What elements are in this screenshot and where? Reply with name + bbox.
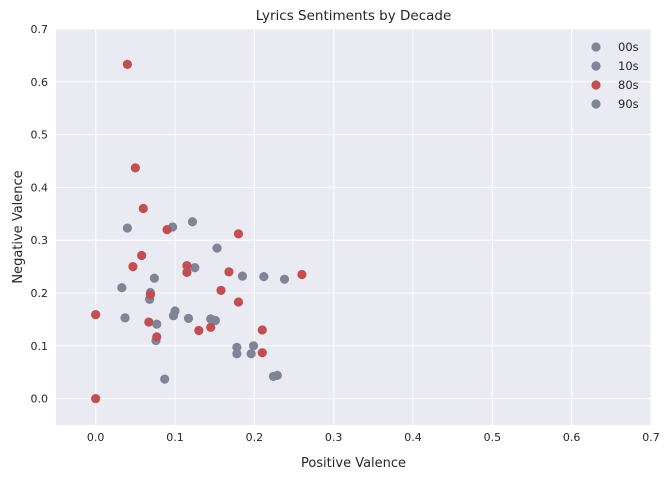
- grid-lines: [56, 28, 652, 425]
- data-point: [130, 163, 140, 173]
- data-point: [257, 325, 267, 335]
- legend-label: 00s: [618, 40, 639, 54]
- data-point: [194, 325, 204, 336]
- x-tick-label: 0.5: [484, 431, 502, 444]
- data-point: [237, 271, 248, 281]
- x-tick-label: 0.4: [404, 431, 422, 444]
- y-tick-label: 0.7: [31, 23, 49, 36]
- data-point: [224, 267, 234, 277]
- data-point: [233, 297, 244, 307]
- legend-label: 80s: [618, 78, 639, 92]
- legend-item: 90s: [591, 97, 639, 111]
- data-point: [232, 342, 242, 352]
- legend-marker: [591, 61, 601, 71]
- data-point: [144, 317, 154, 327]
- data-points: [91, 59, 307, 404]
- y-tick-label: 0.0: [31, 393, 49, 406]
- tick-labels: 0.0 0.1 0.2 0.3 0.4 0.5 0.6 0.7 0.0 0.1 0.2 0.3 0.4 0…: [31, 23, 660, 444]
- y-tick-label: 0.5: [31, 129, 49, 142]
- data-point: [152, 319, 162, 329]
- data-point: [170, 306, 180, 316]
- data-point: [272, 370, 282, 380]
- data-point: [216, 285, 226, 295]
- y-tick-label: 0.1: [31, 340, 49, 353]
- data-point: [233, 229, 244, 239]
- data-point: [91, 394, 101, 404]
- legend-label: 90s: [618, 97, 639, 111]
- data-point: [162, 225, 172, 235]
- data-point: [246, 349, 256, 359]
- x-tick-label: 0.7: [642, 431, 660, 444]
- data-point: [91, 310, 101, 320]
- data-point: [152, 332, 162, 342]
- data-point: [122, 223, 132, 233]
- data-point: [183, 313, 194, 323]
- data-point: [160, 374, 170, 384]
- x-tick-label: 0.1: [166, 431, 184, 444]
- x-tick-label: 0.6: [563, 431, 581, 444]
- data-point: [137, 250, 147, 261]
- legend-marker: [591, 42, 601, 52]
- data-point: [145, 289, 156, 300]
- y-tick-label: 0.4: [31, 181, 49, 194]
- x-tick-label: 0.3: [325, 431, 343, 444]
- legend-item: 10s: [591, 59, 639, 73]
- x-tick-label: 0.2: [246, 431, 264, 444]
- data-point: [149, 273, 159, 283]
- plot-area: [56, 29, 651, 425]
- legend-marker: [591, 99, 601, 109]
- data-point: [257, 348, 267, 358]
- data-point: [117, 283, 127, 293]
- data-point: [138, 203, 148, 214]
- data-point: [232, 349, 242, 359]
- series-80s: [91, 59, 307, 404]
- legend-item: 80s: [591, 78, 639, 92]
- legend-item: 00s: [591, 40, 639, 54]
- chart-title: Lyrics Sentiments by Decade: [256, 8, 452, 24]
- legend-marker: [591, 80, 601, 90]
- x-axis-label: Positive Valence: [301, 456, 406, 471]
- data-point: [279, 274, 290, 284]
- y-tick-label: 0.3: [31, 234, 49, 247]
- data-point: [259, 272, 269, 282]
- data-point: [297, 269, 307, 280]
- data-point: [120, 313, 130, 323]
- y-tick-label: 0.2: [31, 287, 49, 300]
- y-axis-label: Negative Valence: [11, 170, 26, 283]
- data-point: [182, 267, 192, 278]
- data-point: [128, 262, 138, 272]
- data-point: [190, 263, 200, 273]
- legend: 00s 10s 80s 90s: [591, 40, 639, 111]
- data-point: [187, 217, 198, 227]
- data-point: [212, 243, 222, 253]
- x-tick-label: 0.0: [87, 431, 105, 444]
- data-point: [206, 322, 216, 332]
- data-point: [182, 260, 192, 271]
- data-point: [248, 341, 259, 351]
- y-tick-label: 0.6: [31, 76, 49, 89]
- data-point: [210, 315, 221, 326]
- legend-label: 10s: [618, 59, 639, 73]
- data-point: [122, 59, 132, 69]
